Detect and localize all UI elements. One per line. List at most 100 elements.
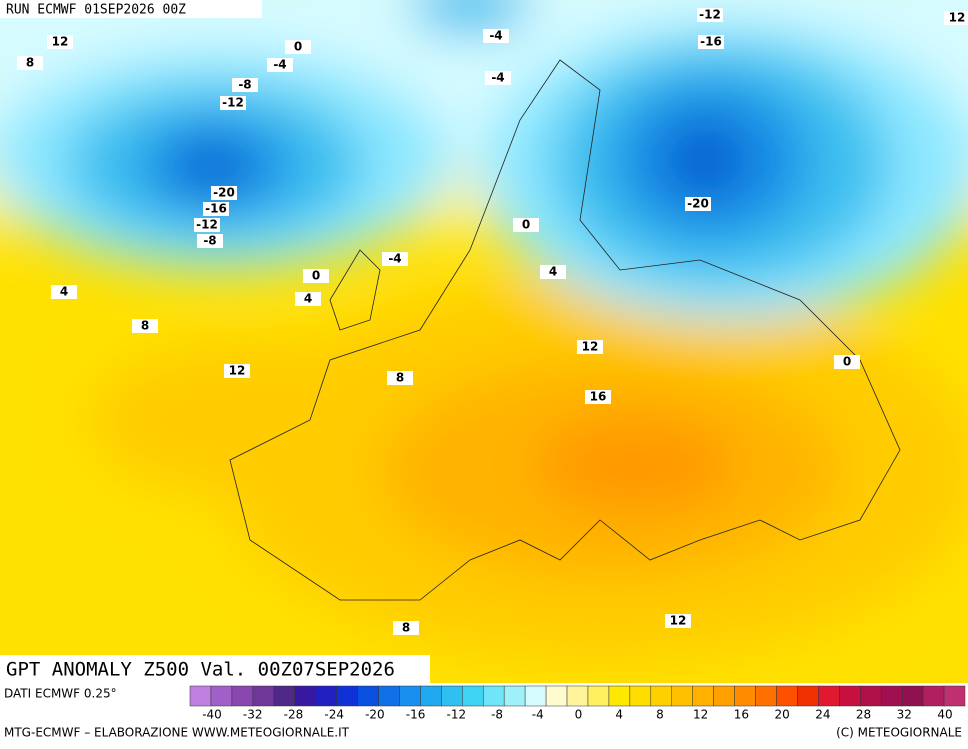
label-bg [382, 252, 408, 266]
color-swatch [713, 685, 735, 707]
color-swatch [462, 685, 484, 707]
colorbar-label: 20 [774, 708, 789, 722]
label-bg [267, 58, 293, 72]
data-source: DATI ECMWF 0.25° [4, 687, 117, 701]
colorbar-label: 0 [575, 708, 583, 722]
contour-label: 0 [294, 40, 302, 54]
color-swatch [797, 685, 819, 707]
contour-label: 0 [522, 218, 530, 232]
credit: MTG-ECMWF – ELABORAZIONE WWW.METEOGIORNA… [4, 726, 350, 740]
color-swatch [755, 685, 777, 707]
colorbar-label: -8 [491, 708, 503, 722]
contour-label: 0 [843, 355, 851, 369]
contour-label: 8 [141, 319, 149, 333]
contour-label: 12 [949, 11, 966, 25]
colorbar-label: 12 [693, 708, 708, 722]
contour-label: -8 [238, 78, 251, 92]
contour-label: -4 [273, 58, 286, 72]
run-label: RUN ECMWF 01SEP2026 00Z [6, 3, 186, 18]
color-swatch [482, 685, 505, 707]
contour-label: 12 [52, 35, 69, 49]
colorbar-label: -28 [284, 708, 304, 722]
color-swatch [818, 685, 840, 707]
color-swatch [294, 685, 316, 707]
color-swatch [901, 685, 924, 707]
label-bg [585, 390, 611, 404]
contour-label: -16 [205, 202, 227, 216]
color-swatch [420, 685, 442, 707]
colorbar-label: -32 [243, 708, 263, 722]
color-swatch [650, 685, 673, 707]
label-bg [698, 35, 724, 49]
label-bg [132, 319, 158, 333]
colorbar-label: 24 [815, 708, 830, 722]
colorbar-label: 16 [734, 708, 749, 722]
label-bg [393, 621, 419, 635]
colorbar-label: 40 [937, 708, 952, 722]
contour-label: -20 [687, 197, 709, 211]
contour-label: 12 [670, 614, 687, 628]
label-bg [485, 71, 511, 85]
colorbar-label: 8 [656, 708, 664, 722]
color-swatch [441, 685, 463, 707]
label-bg [285, 40, 311, 54]
color-swatch [378, 685, 400, 707]
contour-label: -12 [196, 218, 218, 232]
colorbar-label: -24 [324, 708, 344, 722]
label-bg [540, 265, 566, 279]
label-bg [387, 371, 413, 385]
color-swatch [692, 685, 714, 707]
contour-label: 16 [590, 390, 607, 404]
contour-label: 12 [229, 364, 246, 378]
label-bg [295, 292, 321, 306]
color-swatch [189, 685, 212, 707]
color-swatch [231, 685, 254, 707]
label-bg [47, 35, 73, 49]
contour-label: 8 [396, 371, 404, 385]
label-bg [197, 234, 223, 248]
colorbar-label: -20 [365, 708, 385, 722]
contour-label: -16 [700, 35, 722, 49]
color-swatch [252, 685, 275, 707]
color-swatch [524, 685, 547, 707]
contour-label: -4 [388, 252, 401, 266]
color-swatch [629, 685, 652, 707]
color-swatch [503, 685, 526, 707]
colorbar-label: -4 [532, 708, 544, 722]
color-swatch [210, 685, 233, 707]
label-bg [220, 96, 246, 110]
contour-label: -12 [699, 8, 721, 22]
colorbar-label: 4 [615, 708, 623, 722]
label-bg [194, 218, 220, 232]
contour-label: -4 [489, 29, 502, 43]
label-bg [224, 364, 250, 378]
colorbar-label: -16 [406, 708, 426, 722]
color-swatch [734, 685, 756, 707]
title-box [0, 655, 430, 683]
color-swatch [357, 685, 379, 707]
colorbar-label: 32 [897, 708, 912, 722]
color-swatch [880, 685, 903, 707]
colorbar: -40 -32 -28 -24 -20 -16 -12 -8 -4 0 4 8 12 16 20 24 28 32… [189, 685, 966, 722]
color-swatch [671, 685, 693, 707]
color-swatch [273, 685, 295, 707]
color-swatch [545, 685, 568, 707]
colorbar-label: 28 [856, 708, 871, 722]
label-bg [685, 197, 711, 211]
colorbar-label: -40 [202, 708, 222, 722]
run-box [0, 0, 262, 18]
contour-label: -12 [222, 96, 244, 110]
label-bg [944, 11, 968, 25]
coastline [229, 59, 901, 601]
color-swatch [399, 685, 421, 707]
label-bg [577, 340, 603, 354]
color-swatch [860, 685, 882, 707]
contour-label: 8 [402, 621, 410, 635]
colorbar-label: -12 [447, 708, 467, 722]
label-bg [17, 56, 43, 70]
contour-label: 0 [312, 269, 320, 283]
contour-label: 4 [304, 292, 312, 306]
label-bg [513, 218, 539, 232]
contour-label: 4 [549, 265, 557, 279]
